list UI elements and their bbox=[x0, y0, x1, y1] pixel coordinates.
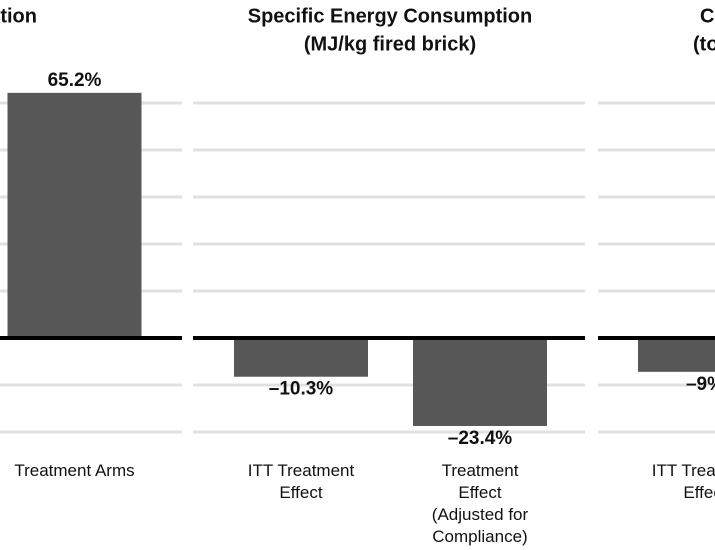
value-label: –23.4% bbox=[448, 428, 513, 449]
chart-title: tion bbox=[0, 5, 37, 27]
category-label: Treatment Arms bbox=[14, 461, 135, 480]
category-label: ITT Treatment Effect bbox=[651, 461, 715, 502]
bar bbox=[7, 92, 142, 339]
value-label: –9% bbox=[686, 374, 715, 395]
chart-title: Specific Energy Consumption bbox=[248, 5, 532, 27]
value-label: –10.3% bbox=[269, 379, 334, 400]
category-label: ITT Treatment Effect bbox=[247, 461, 355, 502]
value-label: 65.2% bbox=[48, 70, 102, 91]
bar bbox=[413, 338, 547, 426]
chart-subtitle: (to bbox=[693, 33, 715, 55]
chart-subtitle: (MJ/kg fired brick) bbox=[304, 33, 476, 55]
bar bbox=[638, 338, 715, 372]
bar bbox=[234, 338, 368, 377]
category-label: Treatment Effect (Adjusted for Complianc… bbox=[431, 461, 529, 546]
chart-title: C bbox=[700, 5, 714, 27]
